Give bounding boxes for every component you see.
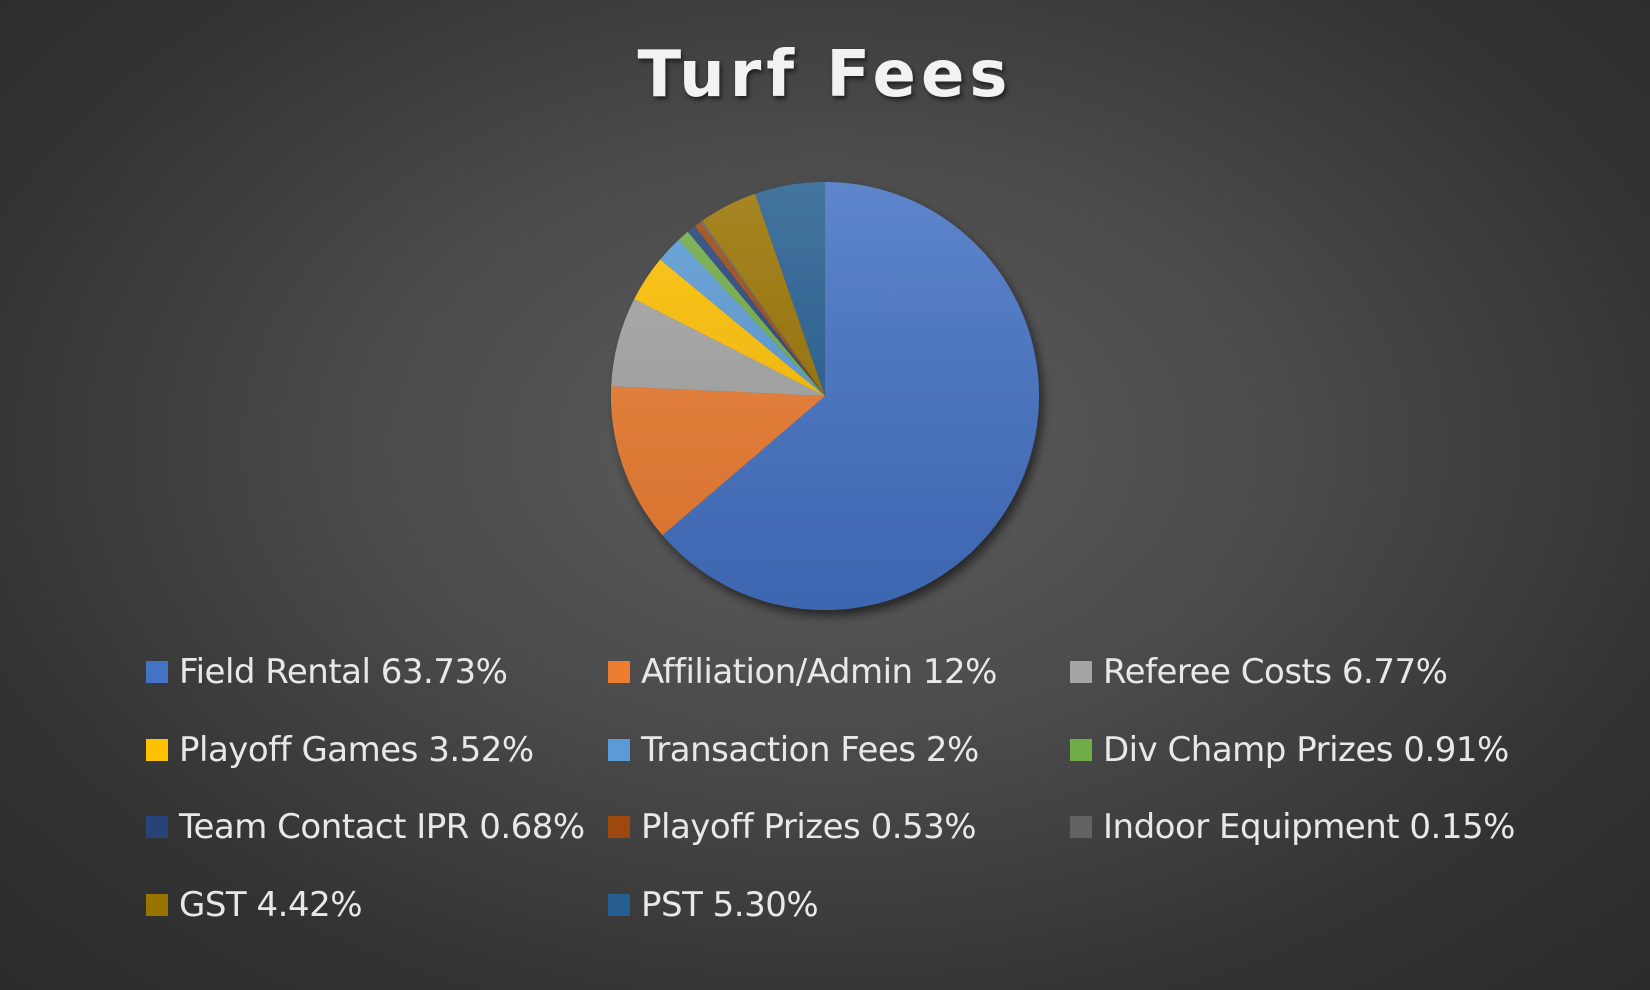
pie-shading — [611, 182, 1039, 610]
chart-title: Turf Fees — [637, 38, 1013, 112]
legend-item: GST 4.42% — [146, 883, 363, 927]
legend-label: Team Contact IPR 0.68% — [179, 807, 585, 847]
legend-item: Referee Costs 6.77% — [1070, 650, 1448, 694]
legend-item: PST 5.30% — [608, 883, 819, 927]
legend-swatch — [1070, 661, 1092, 683]
legend-item: Indoor Equipment 0.15% — [1070, 805, 1515, 849]
legend-label: Transaction Fees 2% — [641, 729, 979, 770]
legend-label: Indoor Equipment 0.15% — [1103, 807, 1515, 847]
legend-label: Playoff Prizes 0.53% — [641, 807, 977, 847]
legend-label: Field Rental 63.73% — [179, 652, 508, 692]
legend-item: Playoff Games 3.52% — [146, 728, 534, 772]
legend-swatch — [608, 893, 630, 916]
legend-item: Field Rental 63.73% — [146, 650, 508, 694]
legend-item: Affiliation/Admin 12% — [608, 650, 997, 694]
legend-swatch — [608, 661, 630, 683]
legend-swatch — [146, 816, 168, 838]
legend-item: Transaction Fees 2% — [608, 728, 979, 772]
legend-swatch — [1070, 816, 1092, 838]
legend-item: Div Champ Prizes 0.91% — [1070, 728, 1509, 772]
legend-swatch — [146, 661, 168, 683]
legend-item: Team Contact IPR 0.68% — [146, 805, 585, 849]
legend-swatch — [608, 816, 630, 838]
legend-swatch — [1070, 738, 1092, 761]
legend-label: Playoff Games 3.52% — [179, 729, 534, 770]
legend-item: Playoff Prizes 0.53% — [608, 805, 977, 849]
legend-label: PST 5.30% — [641, 884, 819, 925]
legend-swatch — [146, 738, 168, 761]
legend-label: Div Champ Prizes 0.91% — [1103, 729, 1509, 770]
legend-label: Affiliation/Admin 12% — [641, 652, 997, 692]
legend-swatch — [146, 893, 168, 916]
legend-swatch — [608, 738, 630, 761]
legend-label: GST 4.42% — [179, 884, 363, 925]
legend-label: Referee Costs 6.77% — [1103, 652, 1448, 692]
